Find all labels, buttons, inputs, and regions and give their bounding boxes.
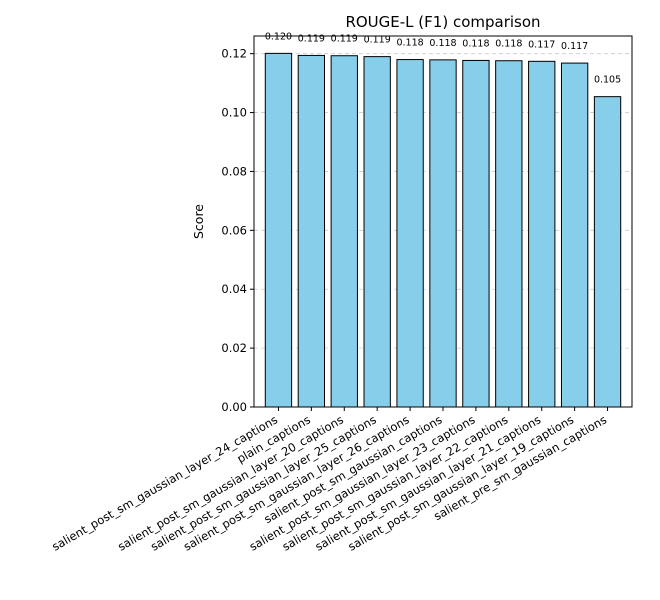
- bar-value-label: 0.119: [364, 35, 391, 46]
- y-tick-label: 0.08: [221, 164, 247, 178]
- bar: [429, 59, 457, 408]
- bar: [560, 62, 589, 408]
- bar: [462, 59, 490, 408]
- chart-title: ROUGE-L (F1) comparison: [345, 13, 540, 31]
- bar: [396, 59, 424, 408]
- bar: [593, 96, 622, 408]
- bar: [528, 60, 556, 408]
- bar-value-label: 0.117: [528, 39, 555, 50]
- bar-value-label: 0.119: [298, 33, 325, 44]
- bar-value-label: 0.118: [495, 39, 522, 50]
- bars: [264, 52, 622, 408]
- bar-value-label: 0.119: [331, 34, 358, 45]
- bar-value-labels: 0.120 0.119 0.119 0.119 0.118 0.118 0.118 0.118…: [265, 31, 621, 85]
- bar-value-label: 0.118: [396, 38, 423, 49]
- y-axis-label: Score: [191, 204, 206, 239]
- bar-value-label: 0.118: [429, 38, 456, 49]
- bar-value-label: 0.117: [561, 41, 588, 52]
- y-tick-label: 0.12: [221, 47, 247, 61]
- y-tick-label: 0.10: [221, 106, 247, 120]
- bar: [363, 56, 391, 408]
- bar: [264, 52, 293, 408]
- y-axis: 0.00 0.02 0.04 0.06 0.08 0.10 0.12: [221, 47, 254, 414]
- bar: [330, 55, 358, 408]
- x-axis: salient_post_sm_gaussian_layer_24_captio…: [49, 407, 609, 554]
- y-tick-label: 0.02: [221, 341, 247, 355]
- bar: [297, 54, 326, 408]
- bar-value-label: 0.105: [594, 75, 621, 86]
- y-tick-label: 0.04: [221, 282, 247, 296]
- y-tick-label: 0.00: [221, 400, 247, 414]
- y-tick-label: 0.06: [221, 223, 247, 237]
- bar-value-label: 0.120: [265, 31, 292, 42]
- bar: [495, 60, 523, 408]
- bar-value-label: 0.118: [462, 38, 489, 49]
